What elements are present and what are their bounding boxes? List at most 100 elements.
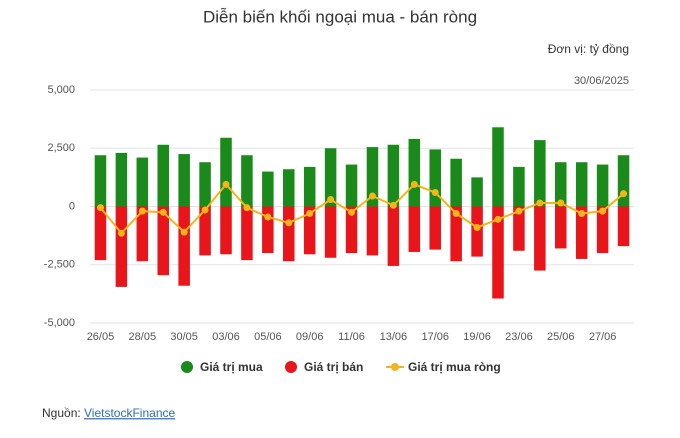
- bar: [555, 206, 567, 249]
- bar: [303, 166, 316, 207]
- bar: [596, 206, 609, 254]
- x-tick-label: 05/06: [254, 331, 282, 343]
- legend-label: Giá trị mua: [200, 360, 263, 374]
- line-point: [96, 204, 104, 212]
- line-point: [557, 199, 565, 207]
- source-label: Nguồn:: [42, 406, 81, 420]
- line-point: [348, 208, 356, 216]
- line-point: [410, 180, 418, 188]
- line-point: [243, 204, 251, 212]
- x-tick-label: 17/06: [421, 331, 449, 343]
- bar: [94, 206, 107, 261]
- x-tick-label: 26/05: [87, 331, 115, 343]
- bar: [450, 158, 462, 207]
- bar: [241, 155, 253, 207]
- line-point: [138, 207, 146, 215]
- line-point: [536, 199, 544, 207]
- bar: [575, 162, 588, 207]
- line-point: [327, 196, 335, 204]
- bar: [303, 206, 316, 255]
- bar: [324, 206, 337, 258]
- line-point: [306, 209, 314, 217]
- x-tick-label: 28/05: [129, 331, 157, 343]
- bar: [283, 206, 295, 262]
- bar: [408, 138, 421, 207]
- x-tick-label: 03/06: [212, 331, 240, 343]
- y-tick-label: -5,000: [44, 317, 75, 329]
- y-tick-label: 5,000: [47, 84, 75, 96]
- line-point: [494, 215, 502, 223]
- bar: [220, 137, 232, 207]
- bar: [283, 169, 295, 207]
- line-point: [599, 207, 607, 215]
- line-point: [368, 192, 376, 200]
- bar: [178, 154, 190, 207]
- bar: [387, 206, 400, 266]
- bar: [534, 140, 546, 207]
- chart-title: Diễn biến khối ngoại mua - bán ròng: [203, 7, 477, 26]
- unit-label: Đơn vị: tỷ đồng: [548, 42, 629, 56]
- bar: [450, 206, 462, 262]
- bar: [94, 155, 107, 207]
- x-tick-label: 27/06: [589, 331, 617, 343]
- bar: [596, 164, 609, 207]
- x-tick-label: 25/06: [547, 331, 575, 343]
- x-tick-label: 19/06: [463, 331, 491, 343]
- legend-marker: [391, 363, 399, 371]
- bar: [471, 177, 483, 207]
- bar: [617, 206, 630, 247]
- line: [99, 182, 625, 235]
- bar: [429, 206, 441, 250]
- line-point: [473, 223, 481, 231]
- legend-marker: [181, 361, 193, 373]
- bar: [366, 147, 379, 207]
- bar: [492, 127, 504, 207]
- line-point: [117, 229, 125, 237]
- line-point: [452, 209, 460, 217]
- legend-label: Giá trị mua ròng: [408, 360, 501, 374]
- bar: [324, 148, 337, 207]
- bar: [241, 206, 253, 261]
- bar: [429, 149, 441, 207]
- y-tick-label: 0: [69, 200, 75, 212]
- line-point: [285, 219, 293, 227]
- x-tick-label: 11/06: [338, 331, 365, 343]
- y-tick-label: -2,500: [44, 259, 75, 271]
- x-tick-label: 23/06: [505, 331, 533, 343]
- line-point: [180, 228, 188, 236]
- bar: [387, 144, 400, 207]
- legend-marker: [285, 361, 297, 373]
- line-point: [159, 208, 167, 216]
- bar: [471, 206, 483, 257]
- x-tick-label: 13/06: [380, 331, 408, 343]
- bar: [513, 166, 525, 207]
- bar: [262, 171, 274, 207]
- bar: [575, 206, 588, 259]
- bar: [199, 206, 211, 256]
- line-point: [264, 213, 272, 221]
- bar: [408, 206, 421, 252]
- bar: [136, 157, 149, 207]
- bar: [178, 206, 190, 286]
- line-point: [431, 189, 439, 197]
- bar: [136, 206, 149, 262]
- legend-label: Giá trị bán: [304, 360, 363, 374]
- bar: [617, 155, 630, 207]
- date-label: 30/06/2025: [574, 75, 629, 87]
- source-link[interactable]: VietstockFinance: [84, 406, 175, 420]
- bar: [513, 206, 525, 251]
- bar: [534, 206, 546, 271]
- bar: [199, 162, 211, 207]
- line-point: [578, 209, 586, 217]
- bar: [492, 206, 504, 299]
- bar: [115, 206, 128, 287]
- line-point: [201, 206, 209, 214]
- bar: [220, 206, 232, 255]
- line-point: [620, 190, 628, 198]
- bar: [157, 206, 169, 276]
- bar: [157, 144, 169, 207]
- x-tick-label: 09/06: [296, 331, 324, 343]
- line-point: [222, 180, 230, 188]
